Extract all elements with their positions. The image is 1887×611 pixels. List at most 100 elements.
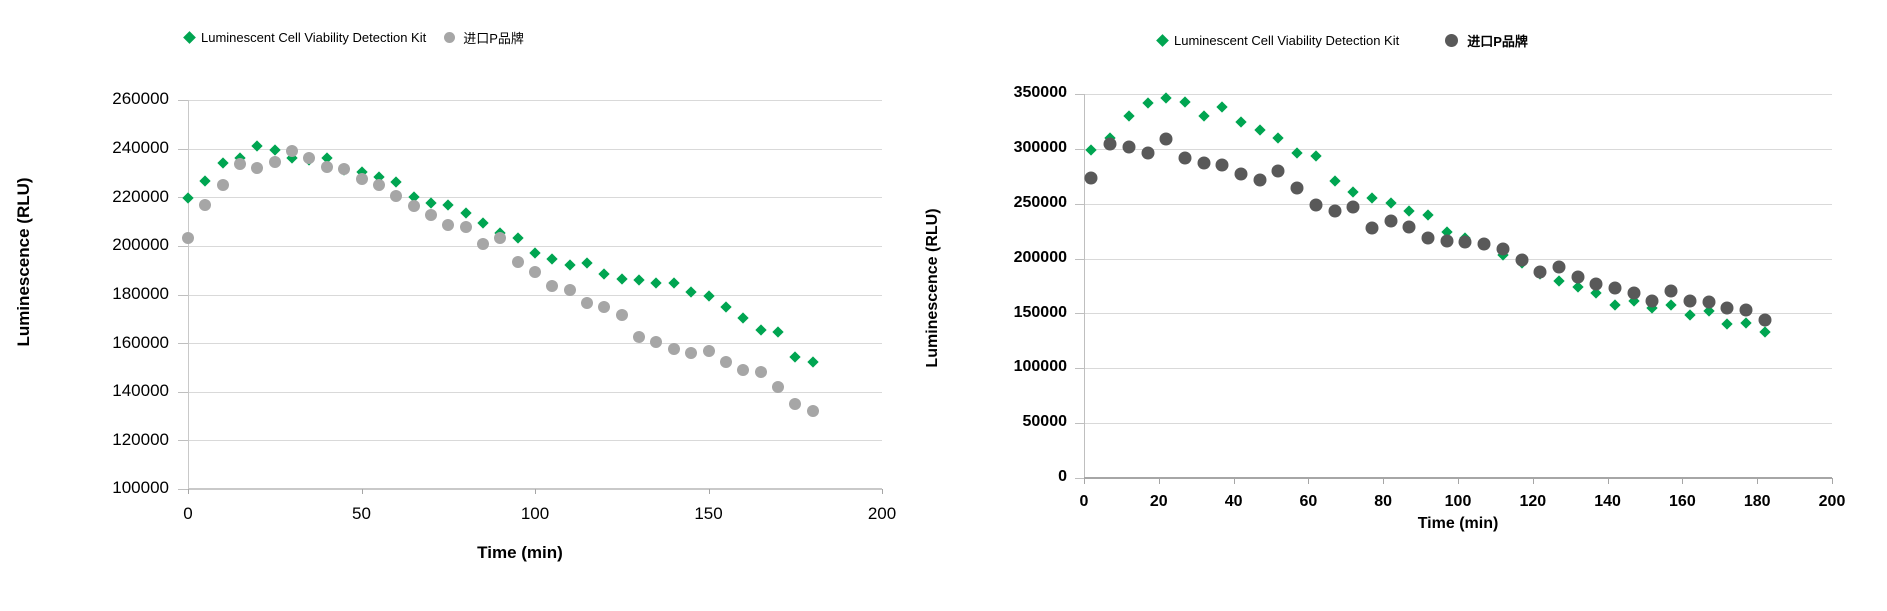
data-point-brand-p xyxy=(338,163,351,176)
x-tick-label: 200 xyxy=(1818,493,1846,510)
legend: Luminescent Cell Viability Detection Kit… xyxy=(183,28,524,47)
data-point-brand-p xyxy=(355,172,368,185)
data-point-brand-p xyxy=(424,209,437,222)
data-point-brand-p xyxy=(1178,151,1192,165)
x-axis-line xyxy=(188,488,882,490)
data-point-brand-p xyxy=(1215,158,1229,172)
y-tick-mark xyxy=(1075,258,1084,260)
legend-item: 进口P品牌 xyxy=(444,28,524,47)
data-point-brand-p xyxy=(1309,198,1323,212)
x-tick-mark xyxy=(1532,478,1534,484)
gridline xyxy=(1084,423,1832,425)
data-point-brand-p xyxy=(789,398,802,411)
x-tick-label: 200 xyxy=(867,504,897,523)
data-point-kit xyxy=(1740,317,1752,329)
data-point-kit xyxy=(546,253,559,265)
data-point-kit xyxy=(1497,249,1509,261)
data-point-kit xyxy=(425,197,437,209)
data-point-kit xyxy=(702,290,715,302)
gridline xyxy=(188,391,882,393)
data-point-kit xyxy=(1085,144,1098,156)
data-point-brand-p xyxy=(1103,137,1117,151)
data-point-kit xyxy=(251,140,264,152)
data-point-kit xyxy=(668,277,680,289)
x-tick-mark xyxy=(535,489,536,494)
x-tick-mark xyxy=(1607,478,1609,484)
data-point-brand-p xyxy=(1720,301,1734,315)
data-point-kit xyxy=(407,191,420,203)
gridline xyxy=(1084,94,1832,95)
data-point-brand-p xyxy=(1533,265,1547,279)
data-point-kit xyxy=(1235,116,1247,128)
gridline xyxy=(1084,148,1832,150)
gridline xyxy=(188,440,882,442)
x-tick-mark xyxy=(708,489,710,494)
x-tick-label: 40 xyxy=(1224,493,1243,510)
y-tick-label: 160000 xyxy=(112,332,169,352)
data-point-brand-p xyxy=(1328,204,1342,218)
x-tick-label: 120 xyxy=(1519,493,1547,510)
y-tick-mark xyxy=(1075,423,1084,425)
data-point-kit xyxy=(633,274,645,287)
y-tick-mark xyxy=(178,343,188,345)
data-point-brand-p xyxy=(182,231,194,244)
x-tick-label: 160 xyxy=(1669,493,1696,510)
data-point-kit xyxy=(1721,318,1733,331)
x-tick-label: 0 xyxy=(1079,493,1089,510)
data-point-brand-p xyxy=(1122,140,1136,154)
legend-circle-icon xyxy=(1445,34,1459,47)
x-tick-mark xyxy=(1682,478,1684,484)
data-point-kit xyxy=(564,258,576,271)
y-tick-label: 100000 xyxy=(1013,358,1067,376)
data-point-kit xyxy=(1272,132,1285,144)
data-point-brand-p xyxy=(1458,235,1472,249)
data-point-kit xyxy=(1628,295,1640,307)
data-point-brand-p xyxy=(1664,284,1678,298)
plot-area: 260000 240000 220000 200000 180000 160000 1400… xyxy=(112,89,896,523)
data-point-brand-p xyxy=(1141,146,1155,160)
data-point-brand-p xyxy=(529,266,541,279)
data-point-kit xyxy=(234,152,246,164)
data-point-brand-p xyxy=(476,237,489,250)
data-point-kit xyxy=(1665,299,1677,312)
data-point-brand-p xyxy=(1608,281,1622,295)
data-point-brand-p xyxy=(1571,270,1585,284)
y-tick-label: 50000 xyxy=(1022,413,1068,431)
x-tick-mark xyxy=(1084,478,1085,484)
x-tick-label: 20 xyxy=(1149,493,1168,510)
data-point-brand-p xyxy=(685,346,698,359)
data-point-brand-p xyxy=(1384,214,1398,228)
gridline xyxy=(188,294,882,296)
x-tick-mark xyxy=(1233,478,1235,484)
gridline xyxy=(1084,203,1832,205)
data-point-brand-p xyxy=(1440,234,1454,248)
data-point-brand-p xyxy=(268,155,281,168)
data-point-brand-p xyxy=(1496,242,1510,256)
data-point-kit xyxy=(529,247,541,259)
x-axis-title: Time (min) xyxy=(477,543,563,562)
x-tick-label: 150 xyxy=(694,504,723,523)
data-point-brand-p xyxy=(1402,220,1416,234)
data-point-brand-p xyxy=(1421,231,1435,245)
data-point-kit xyxy=(199,175,212,187)
data-point-kit xyxy=(321,152,333,164)
gridline xyxy=(1084,368,1832,370)
plot-area: 350000 300000 250000 200000 150000 100000 5000… xyxy=(1014,84,1846,510)
gridline xyxy=(188,245,882,247)
x-tick-mark xyxy=(1458,478,1459,484)
data-point-brand-p xyxy=(1552,260,1566,274)
data-point-kit xyxy=(685,286,697,298)
data-point-brand-p xyxy=(754,366,767,379)
data-point-kit xyxy=(598,268,611,280)
data-point-kit xyxy=(1104,132,1116,144)
data-point-brand-p xyxy=(390,190,403,203)
y-tick-label: 180000 xyxy=(112,283,169,303)
data-point-brand-p xyxy=(1683,294,1697,308)
data-point-brand-p xyxy=(1271,164,1285,178)
x-tick-mark xyxy=(1832,478,1833,484)
data-point-brand-p xyxy=(459,220,472,233)
y-tick-mark xyxy=(1075,478,1084,479)
data-point-kit xyxy=(459,206,472,219)
